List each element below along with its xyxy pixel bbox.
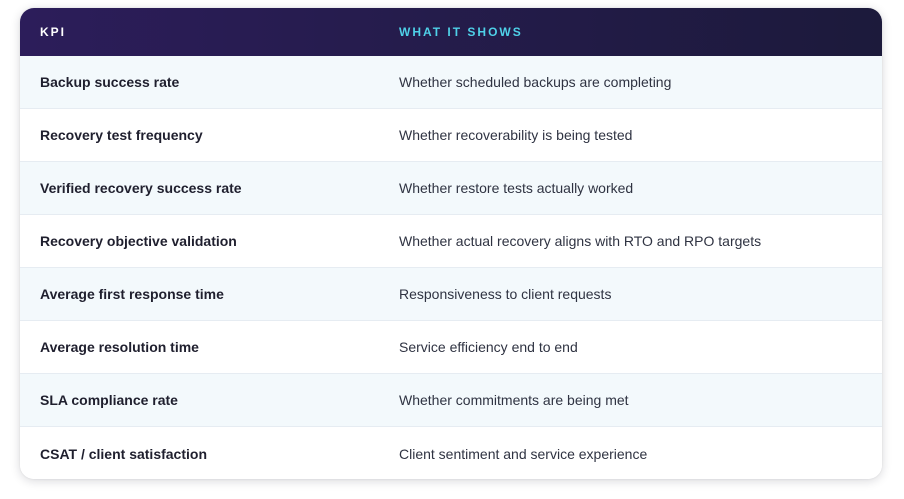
kpi-name: CSAT / client satisfaction bbox=[40, 445, 207, 462]
table-row: CSAT / client satisfaction Client sentim… bbox=[20, 427, 882, 479]
kpi-name: Backup success rate bbox=[40, 74, 180, 90]
kpi-description: Whether scheduled backups are completing bbox=[399, 74, 672, 90]
kpi-description: Service efficiency end to end bbox=[399, 339, 578, 355]
table-row: Verified recovery success rate Whether r… bbox=[20, 162, 882, 215]
kpi-table: KPI WHAT IT SHOWS Backup success rate Wh… bbox=[20, 8, 882, 479]
kpi-description: Whether restore tests actually worked bbox=[399, 180, 634, 196]
kpi-description: Whether actual recovery aligns with RTO … bbox=[399, 233, 762, 249]
kpi-name: SLA compliance rate bbox=[40, 392, 178, 408]
kpi-name: Recovery objective validation bbox=[40, 233, 237, 249]
kpi-name: Average resolution time bbox=[40, 339, 199, 355]
kpi-description: Whether recoverability is being tested bbox=[399, 127, 633, 143]
kpi-name: Average first response time bbox=[40, 286, 224, 302]
kpi-description: Client sentiment and service experience bbox=[399, 445, 648, 462]
header-kpi: KPI bbox=[40, 25, 67, 39]
table-row: SLA compliance rate Whether commitments … bbox=[20, 374, 882, 427]
table-row: Backup success rate Whether scheduled ba… bbox=[20, 56, 882, 109]
header-what-it-shows: WHAT IT SHOWS bbox=[399, 25, 523, 39]
table-row: Recovery test frequency Whether recovera… bbox=[20, 109, 882, 162]
kpi-description: Whether commitments are being met bbox=[399, 392, 629, 408]
table-header-row: KPI WHAT IT SHOWS bbox=[20, 8, 882, 56]
table-row: Recovery objective validation Whether ac… bbox=[20, 215, 882, 268]
kpi-description: Responsiveness to client requests bbox=[399, 286, 612, 302]
table-row: Average first response time Responsivene… bbox=[20, 268, 882, 321]
kpi-name: Recovery test frequency bbox=[40, 127, 203, 143]
kpi-name: Verified recovery success rate bbox=[40, 180, 242, 196]
table-row: Average resolution time Service efficien… bbox=[20, 321, 882, 374]
